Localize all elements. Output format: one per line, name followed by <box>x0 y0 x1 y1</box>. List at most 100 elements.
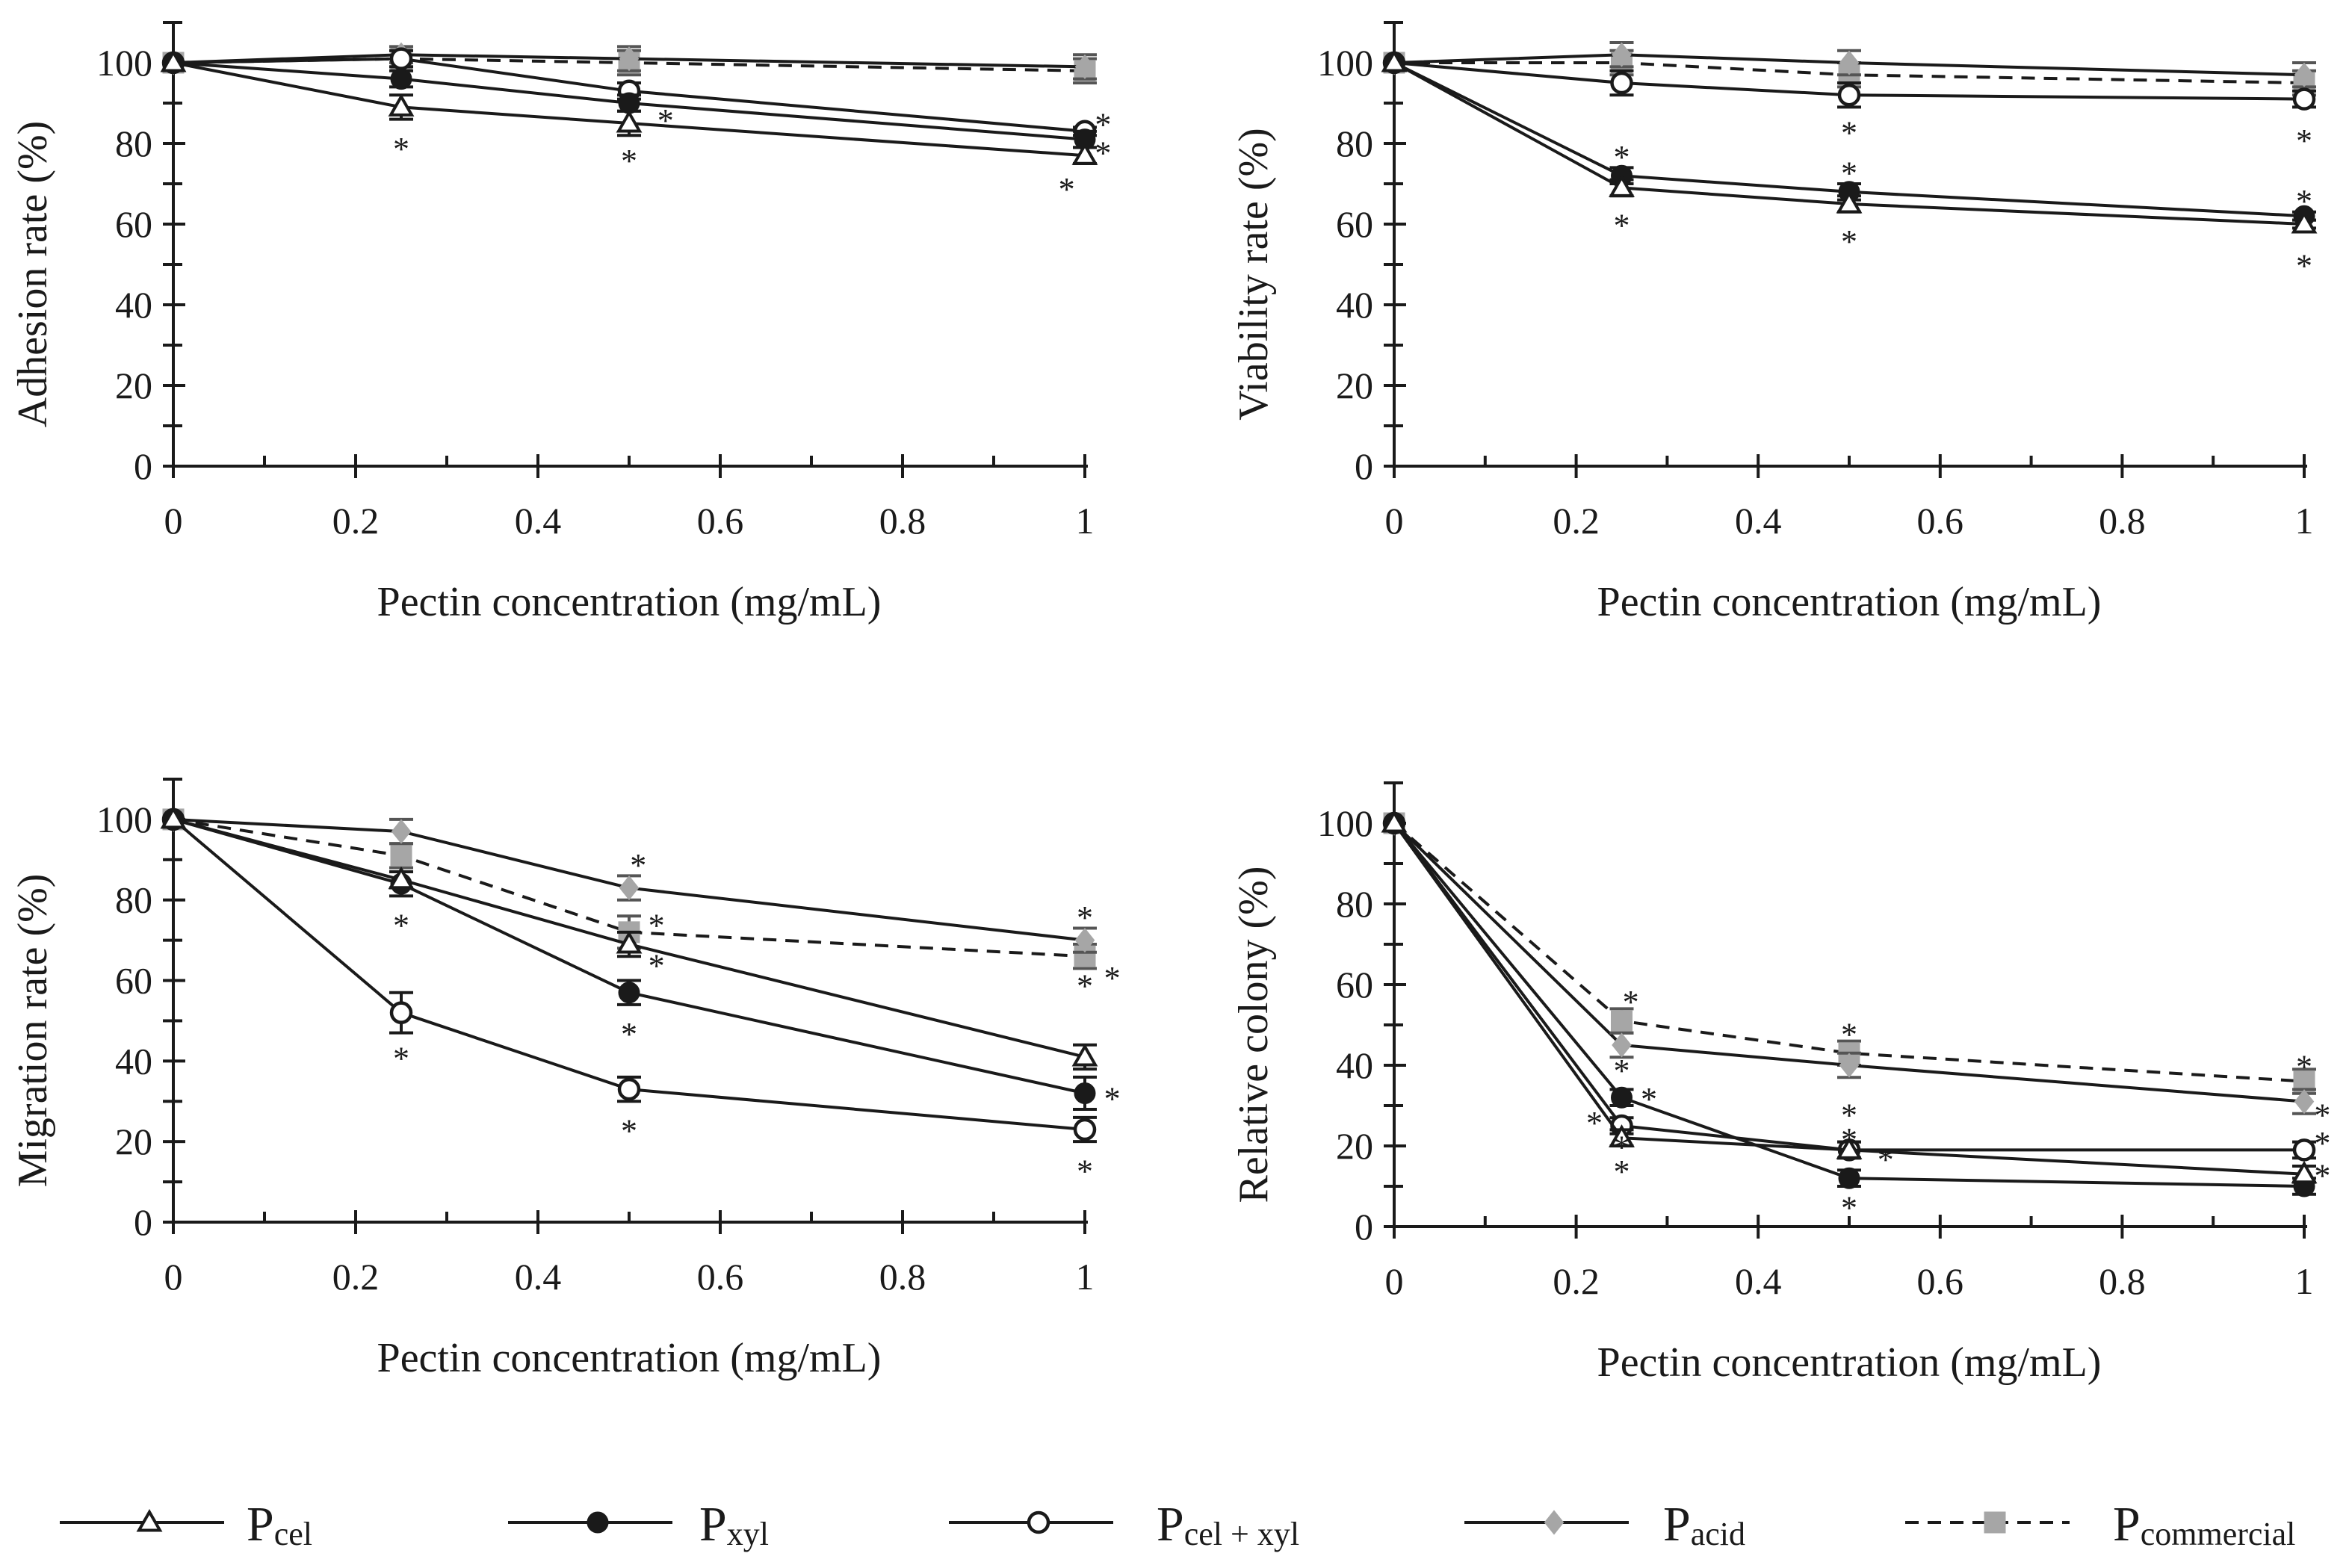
legend-marker-xyl <box>587 1511 609 1534</box>
data-point-celxyl <box>1073 1118 1097 1141</box>
data-point-xyl <box>1074 1082 1096 1104</box>
data-point-acid <box>1074 928 1095 953</box>
legend-label-subscript: commercial <box>2141 1516 2296 1552</box>
legend-label-main: P <box>2113 1497 2141 1552</box>
series-line-commercial <box>1393 822 2305 1083</box>
significance-star: * <box>393 1041 409 1077</box>
significance-star: * <box>1841 1097 1857 1133</box>
significance-star: * <box>2296 248 2312 285</box>
data-point-cel <box>1836 190 1863 214</box>
series-xyl <box>162 52 1097 151</box>
x-axis-title: Pectin concentration (mg/mL) <box>377 1335 882 1381</box>
significance-star: * <box>1614 1153 1630 1190</box>
data-point-cel <box>160 805 187 829</box>
series-cel <box>160 49 1098 165</box>
y-tick-label: 40 <box>115 284 152 326</box>
significance-star: * <box>1077 968 1093 1005</box>
y-tick-label: 40 <box>1336 1044 1373 1086</box>
data-point-cel <box>1836 1136 1863 1159</box>
y-tick-label: 60 <box>1336 203 1373 245</box>
significance-star: * <box>1077 1153 1093 1190</box>
data-point-acid <box>1839 50 1860 75</box>
x-tick-label: 0 <box>164 1256 183 1298</box>
legend-item-commercial: Pcommercial <box>1905 1497 2295 1552</box>
data-point-acid <box>1074 54 1095 80</box>
series-celxyl <box>1382 51 2316 111</box>
legend-marker-acid <box>1544 1510 1565 1535</box>
x-axis-title: Pectin concentration (mg/mL) <box>1597 579 2102 625</box>
significance-star: * <box>1059 171 1075 208</box>
significance-star: * <box>1614 1129 1630 1166</box>
y-tick-label: 60 <box>115 960 152 1002</box>
data-point-acid <box>1612 42 1632 67</box>
significance-star: * <box>2314 1125 2330 1162</box>
series-line-celxyl <box>173 57 1086 133</box>
data-point-cel <box>2291 1160 2318 1184</box>
series-line-xyl <box>173 817 1086 1095</box>
significance-star: * <box>2296 1049 2312 1085</box>
x-tick-label: 0 <box>1385 500 1404 542</box>
significance-star: * <box>649 948 665 985</box>
y-tick-label: 0 <box>134 1201 152 1243</box>
series-cel <box>1381 809 2318 1184</box>
legend-item-acid: Pacid <box>1464 1497 1745 1552</box>
legend-label-subscript: cel <box>274 1516 312 1552</box>
legend-label-subscript: acid <box>1691 1516 1745 1552</box>
significance-star: * <box>1623 984 1639 1020</box>
y-tick-label: 40 <box>1336 284 1373 326</box>
significance-star: * <box>1077 899 1093 936</box>
y-tick-label: 100 <box>1317 42 1373 84</box>
x-tick-label: 0.8 <box>879 500 926 542</box>
significance-star: * <box>1841 223 1857 260</box>
legend-label-main: P <box>1157 1497 1184 1552</box>
series-line-commercial <box>1394 61 2305 84</box>
data-point-commercial <box>1611 1010 1633 1032</box>
significance-star: * <box>1614 208 1630 244</box>
legend-item-cel: Pcel <box>60 1497 312 1552</box>
y-tick-label: 80 <box>1336 883 1373 925</box>
significance-star: * <box>2314 1157 2330 1194</box>
series-line-cel <box>173 817 1086 1059</box>
y-tick-label: 100 <box>96 42 152 84</box>
data-point-commercial <box>390 844 412 867</box>
legend: Pcel Pxyl Pcel + xyl Pacid Pcommercial <box>60 1497 2295 1552</box>
data-point-acid <box>2294 1088 2315 1115</box>
data-point-cel <box>1381 49 1408 72</box>
series-line-acid <box>1393 822 2305 1103</box>
data-point-cel <box>616 109 643 133</box>
legend-label-main: P <box>247 1497 274 1552</box>
legend-label-celxyl: Pcel + xyl <box>1157 1497 1299 1552</box>
x-axis-title: Pectin concentration (mg/mL) <box>1597 1339 2102 1386</box>
significance-star: * <box>621 1016 637 1053</box>
y-tick-label: 40 <box>115 1040 152 1082</box>
x-tick-label: 0.8 <box>2099 1260 2146 1302</box>
x-tick-label: 0.2 <box>1553 1260 1600 1302</box>
legend-label-main: P <box>699 1497 727 1552</box>
x-axis-title: Pectin concentration (mg/mL) <box>377 579 882 625</box>
data-point-cel <box>1071 142 1098 165</box>
data-point-cel <box>1381 809 1408 833</box>
series-line-cel <box>173 61 1086 158</box>
chart-panel-2: 0 20 40 60 80 100 0 0.2 0.4 0.6 0.8 1 Pectin concent… <box>1231 21 2318 625</box>
y-tick-label: 20 <box>115 1121 152 1162</box>
series-cel <box>1381 49 2318 234</box>
x-tick-label: 0.6 <box>1917 500 1964 542</box>
y-tick-label: 100 <box>1317 802 1373 844</box>
significance-star: * <box>1586 1105 1603 1141</box>
significance-star: * <box>1614 139 1630 176</box>
x-tick-label: 1 <box>1076 1256 1095 1298</box>
data-point-celxyl <box>389 47 413 70</box>
significance-star: * <box>393 131 409 167</box>
data-point-cel <box>388 93 415 117</box>
significance-star: * <box>1841 1016 1857 1053</box>
chart-panel-4: 0 20 40 60 80 100 0 0.2 0.4 0.6 0.8 1 Pectin concent… <box>1231 781 2330 1386</box>
data-point-cel <box>1071 1043 1098 1067</box>
significance-star: * <box>630 847 646 884</box>
y-tick-label: 0 <box>134 445 152 487</box>
series-line-acid <box>173 53 1086 69</box>
data-point-acid <box>2294 62 2315 87</box>
legend-marker-commercial <box>1984 1511 2006 1534</box>
y-tick-label: 20 <box>1336 1125 1373 1167</box>
data-point-celxyl <box>1610 71 1633 95</box>
